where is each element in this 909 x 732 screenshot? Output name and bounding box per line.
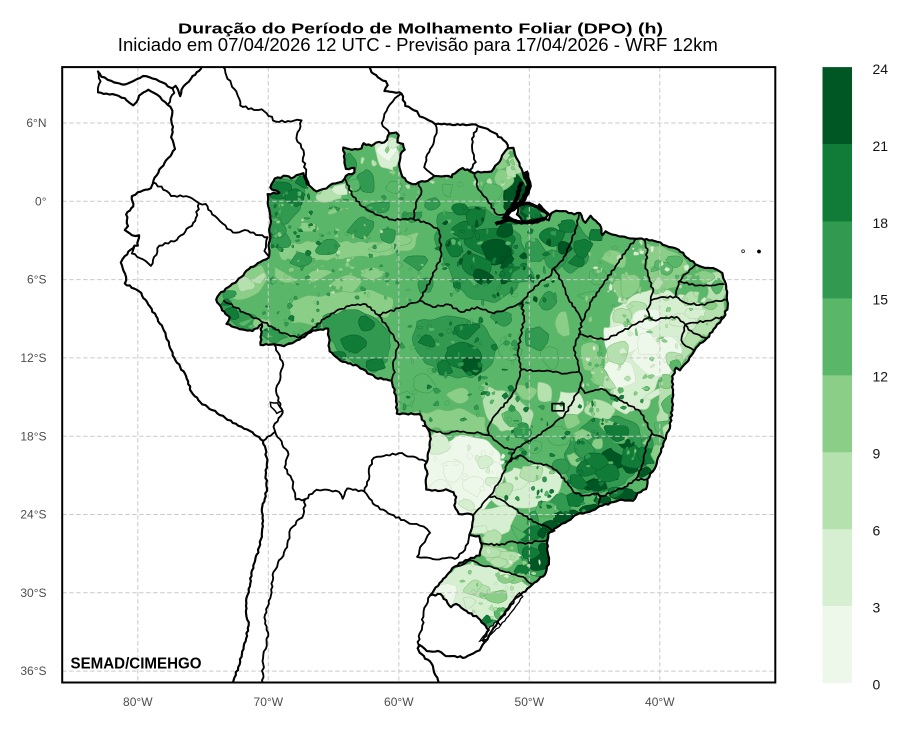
svg-text:18°S: 18°S [20, 429, 46, 443]
svg-text:18: 18 [873, 215, 889, 231]
svg-text:9: 9 [873, 446, 881, 462]
svg-text:40°W: 40°W [645, 695, 675, 709]
svg-text:0: 0 [873, 676, 881, 692]
svg-text:Iniciado em 07/04/2026 12 UTC: Iniciado em 07/04/2026 12 UTC - Previsão… [118, 34, 718, 55]
svg-text:36°S: 36°S [20, 664, 46, 678]
svg-text:70°W: 70°W [254, 695, 284, 709]
svg-text:30°S: 30°S [20, 586, 46, 600]
svg-text:12°S: 12°S [20, 351, 46, 365]
svg-text:24: 24 [873, 61, 889, 77]
svg-text:80°W: 80°W [123, 695, 153, 709]
svg-text:21: 21 [873, 138, 889, 154]
svg-text:6°S: 6°S [27, 273, 46, 287]
svg-text:Duração do Período de Molhamen: Duração do Período de Molhamento Foliar … [178, 21, 663, 37]
svg-text:3: 3 [873, 599, 881, 615]
svg-text:12: 12 [873, 369, 889, 385]
svg-text:6: 6 [873, 522, 881, 538]
svg-text:15: 15 [873, 292, 889, 308]
svg-text:SEMAD/CIMEHGO: SEMAD/CIMEHGO [71, 656, 202, 673]
svg-text:24°S: 24°S [20, 508, 46, 522]
svg-text:50°W: 50°W [515, 695, 545, 709]
svg-text:6°N: 6°N [26, 116, 46, 130]
svg-text:60°W: 60°W [384, 695, 414, 709]
svg-text:0°: 0° [35, 194, 47, 208]
